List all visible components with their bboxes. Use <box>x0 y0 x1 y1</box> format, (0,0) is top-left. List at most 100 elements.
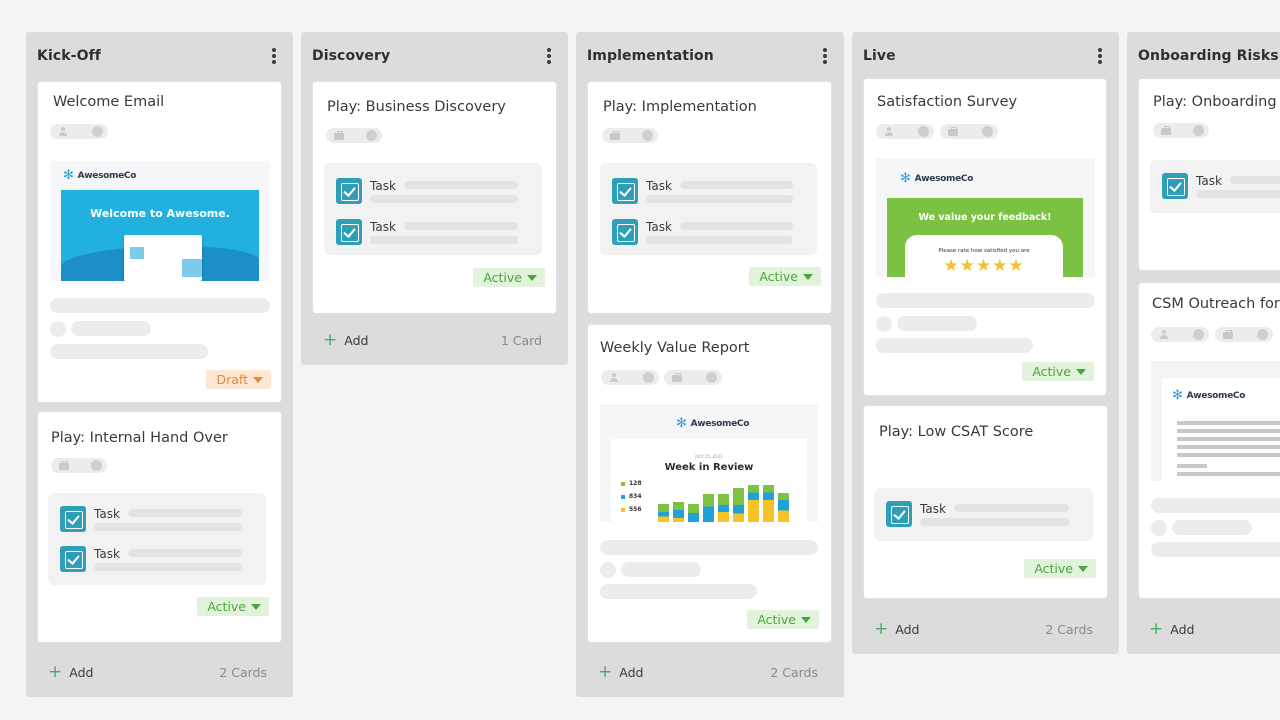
task-item[interactable]: Task <box>612 219 805 247</box>
plus-icon: + <box>48 661 63 682</box>
card-weekly-value-report[interactable]: Weekly Value Report ✻ AwesomeCo JULY 25, … <box>588 325 831 642</box>
status-badge-active[interactable]: Active <box>749 267 821 286</box>
caret-down-icon <box>801 616 811 623</box>
checkbox-icon[interactable] <box>612 178 638 204</box>
kebab-menu-icon[interactable] <box>1095 47 1105 65</box>
checkbox-icon[interactable] <box>60 506 86 532</box>
checkbox-icon[interactable] <box>60 546 86 572</box>
card-count: 2 Cards <box>219 664 267 680</box>
star-icon[interactable]: ★ <box>1008 256 1025 276</box>
star-icon[interactable]: ★ <box>975 256 993 276</box>
add-card-button[interactable]: + Add <box>1149 618 1195 639</box>
column-title: Kick-Off <box>37 48 101 64</box>
briefcase-icon <box>1223 330 1233 339</box>
card-welcome-email[interactable]: Welcome Email ✻ AwesomeCo Welcome to Awes… <box>38 82 281 402</box>
star-icon[interactable]: ★ <box>992 256 1009 276</box>
account-pill[interactable] <box>602 128 658 143</box>
column-header: Live <box>863 46 1105 66</box>
task-item[interactable]: Task <box>336 178 530 206</box>
task-item[interactable]: Task <box>336 219 530 247</box>
checkbox-icon[interactable] <box>612 219 638 245</box>
column-header: Implementation <box>587 46 830 66</box>
plus-icon: + <box>1149 618 1164 639</box>
column-implementation: Implementation Play: Implementation Task… <box>576 32 844 697</box>
caret-down-icon <box>803 273 813 280</box>
owner-pill[interactable] <box>1151 327 1209 342</box>
task-item[interactable]: Task <box>612 178 805 206</box>
column-header: Discovery <box>312 46 554 66</box>
card-satisfaction-survey[interactable]: Satisfaction Survey ✻ AwesomeCo We value … <box>864 79 1106 395</box>
column-footer: + Add 2 Cards <box>48 661 267 682</box>
task-item[interactable]: Task <box>60 546 254 574</box>
thumbnail-headline: We value your feedback! <box>918 212 1052 223</box>
survey-preview-thumbnail[interactable]: ✻ AwesomeCo We value your feedback! Pleas… <box>876 158 1095 277</box>
status-badge-active[interactable]: Active <box>1024 559 1096 578</box>
card-title: Play: Internal Hand Over <box>51 430 228 446</box>
status-badge-active[interactable]: Active <box>1022 362 1094 381</box>
kebab-menu-icon[interactable] <box>820 47 830 65</box>
card-title: Satisfaction Survey <box>877 94 1018 110</box>
awesomeco-logo: ✻ AwesomeCo <box>1172 388 1246 403</box>
owner-pill[interactable] <box>50 124 108 139</box>
kebab-menu-icon[interactable] <box>544 47 554 65</box>
thumbnail-headline: Welcome to Awesome. <box>90 207 230 220</box>
person-icon <box>58 127 67 136</box>
column-header: Onboarding Risks <box>1138 46 1280 66</box>
column-title: Discovery <box>312 48 391 64</box>
card-low-csat-score[interactable]: Play: Low CSAT Score Task Active <box>864 406 1107 598</box>
task-list: Task <box>1150 160 1280 213</box>
column-title: Implementation <box>587 48 714 64</box>
checkbox-icon[interactable] <box>336 219 362 245</box>
task-list: Task Task <box>600 163 817 255</box>
account-pill[interactable] <box>940 124 998 139</box>
briefcase-icon <box>1161 126 1171 135</box>
awesomeco-logo: ✻ AwesomeCo <box>63 168 137 183</box>
card-internal-hand-over[interactable]: Play: Internal Hand Over Task Task Activ… <box>38 412 281 642</box>
account-pill[interactable] <box>326 128 382 143</box>
card-onboarding-play[interactable]: Play: Onboarding R Task <box>1139 79 1280 270</box>
add-card-button[interactable]: + Add <box>48 661 94 682</box>
account-pill[interactable] <box>1153 123 1209 138</box>
card-count: 2 Cards <box>1045 621 1093 637</box>
status-badge-draft[interactable]: Draft <box>206 370 271 389</box>
owner-pill[interactable] <box>601 370 659 385</box>
status-badge-active[interactable]: Active <box>473 268 545 287</box>
task-item[interactable]: Task <box>886 501 1081 529</box>
column-footer: + Add <box>1149 618 1254 639</box>
plus-icon: + <box>874 618 889 639</box>
checkbox-icon[interactable] <box>1162 173 1188 199</box>
card-title: Play: Business Discovery <box>327 99 506 115</box>
briefcase-icon <box>948 127 958 136</box>
report-preview-thumbnail[interactable]: ✻ AwesomeCo JULY 25, 2021 Week in Review … <box>600 404 818 522</box>
account-pill[interactable] <box>664 370 722 385</box>
email-preview-thumbnail[interactable]: ✻ AwesomeCo Welcome to Awesome. <box>50 161 270 281</box>
briefcase-icon <box>610 131 620 140</box>
column-title: Onboarding Risks <box>1138 48 1279 64</box>
task-item[interactable]: Task <box>60 506 254 534</box>
star-rating: ★★★★★ <box>905 256 1063 276</box>
status-badge-active[interactable]: Active <box>197 597 269 616</box>
person-icon <box>609 373 618 382</box>
card-csm-outreach[interactable]: CSM Outreach for ✻ AwesomeCo <box>1139 283 1280 598</box>
task-item[interactable]: Task <box>1162 173 1280 201</box>
awesomeco-logo: ✻ AwesomeCo <box>900 171 974 186</box>
task-list: Task Task <box>324 163 542 255</box>
account-pill[interactable] <box>51 458 107 473</box>
checkbox-icon[interactable] <box>886 501 912 527</box>
status-badge-active[interactable]: Active <box>747 610 819 629</box>
owner-pill[interactable] <box>876 124 934 139</box>
briefcase-icon <box>59 461 69 470</box>
star-icon[interactable]: ★ <box>959 256 976 276</box>
column-header: Kick-Off <box>37 46 279 66</box>
card-implementation[interactable]: Play: Implementation Task Task Active <box>588 82 831 313</box>
card-title: Play: Low CSAT Score <box>879 424 1034 440</box>
checkbox-icon[interactable] <box>336 178 362 204</box>
card-business-discovery[interactable]: Play: Business Discovery Task Task Activ… <box>313 82 556 313</box>
kebab-menu-icon[interactable] <box>269 47 279 65</box>
account-pill[interactable] <box>1215 327 1273 342</box>
add-card-button[interactable]: + Add <box>874 618 920 639</box>
star-icon[interactable]: ★ <box>943 256 960 276</box>
add-card-button[interactable]: + Add <box>598 661 644 682</box>
email-preview-thumbnail[interactable]: ✻ AwesomeCo <box>1151 361 1280 481</box>
add-card-button[interactable]: + Add <box>323 329 369 350</box>
